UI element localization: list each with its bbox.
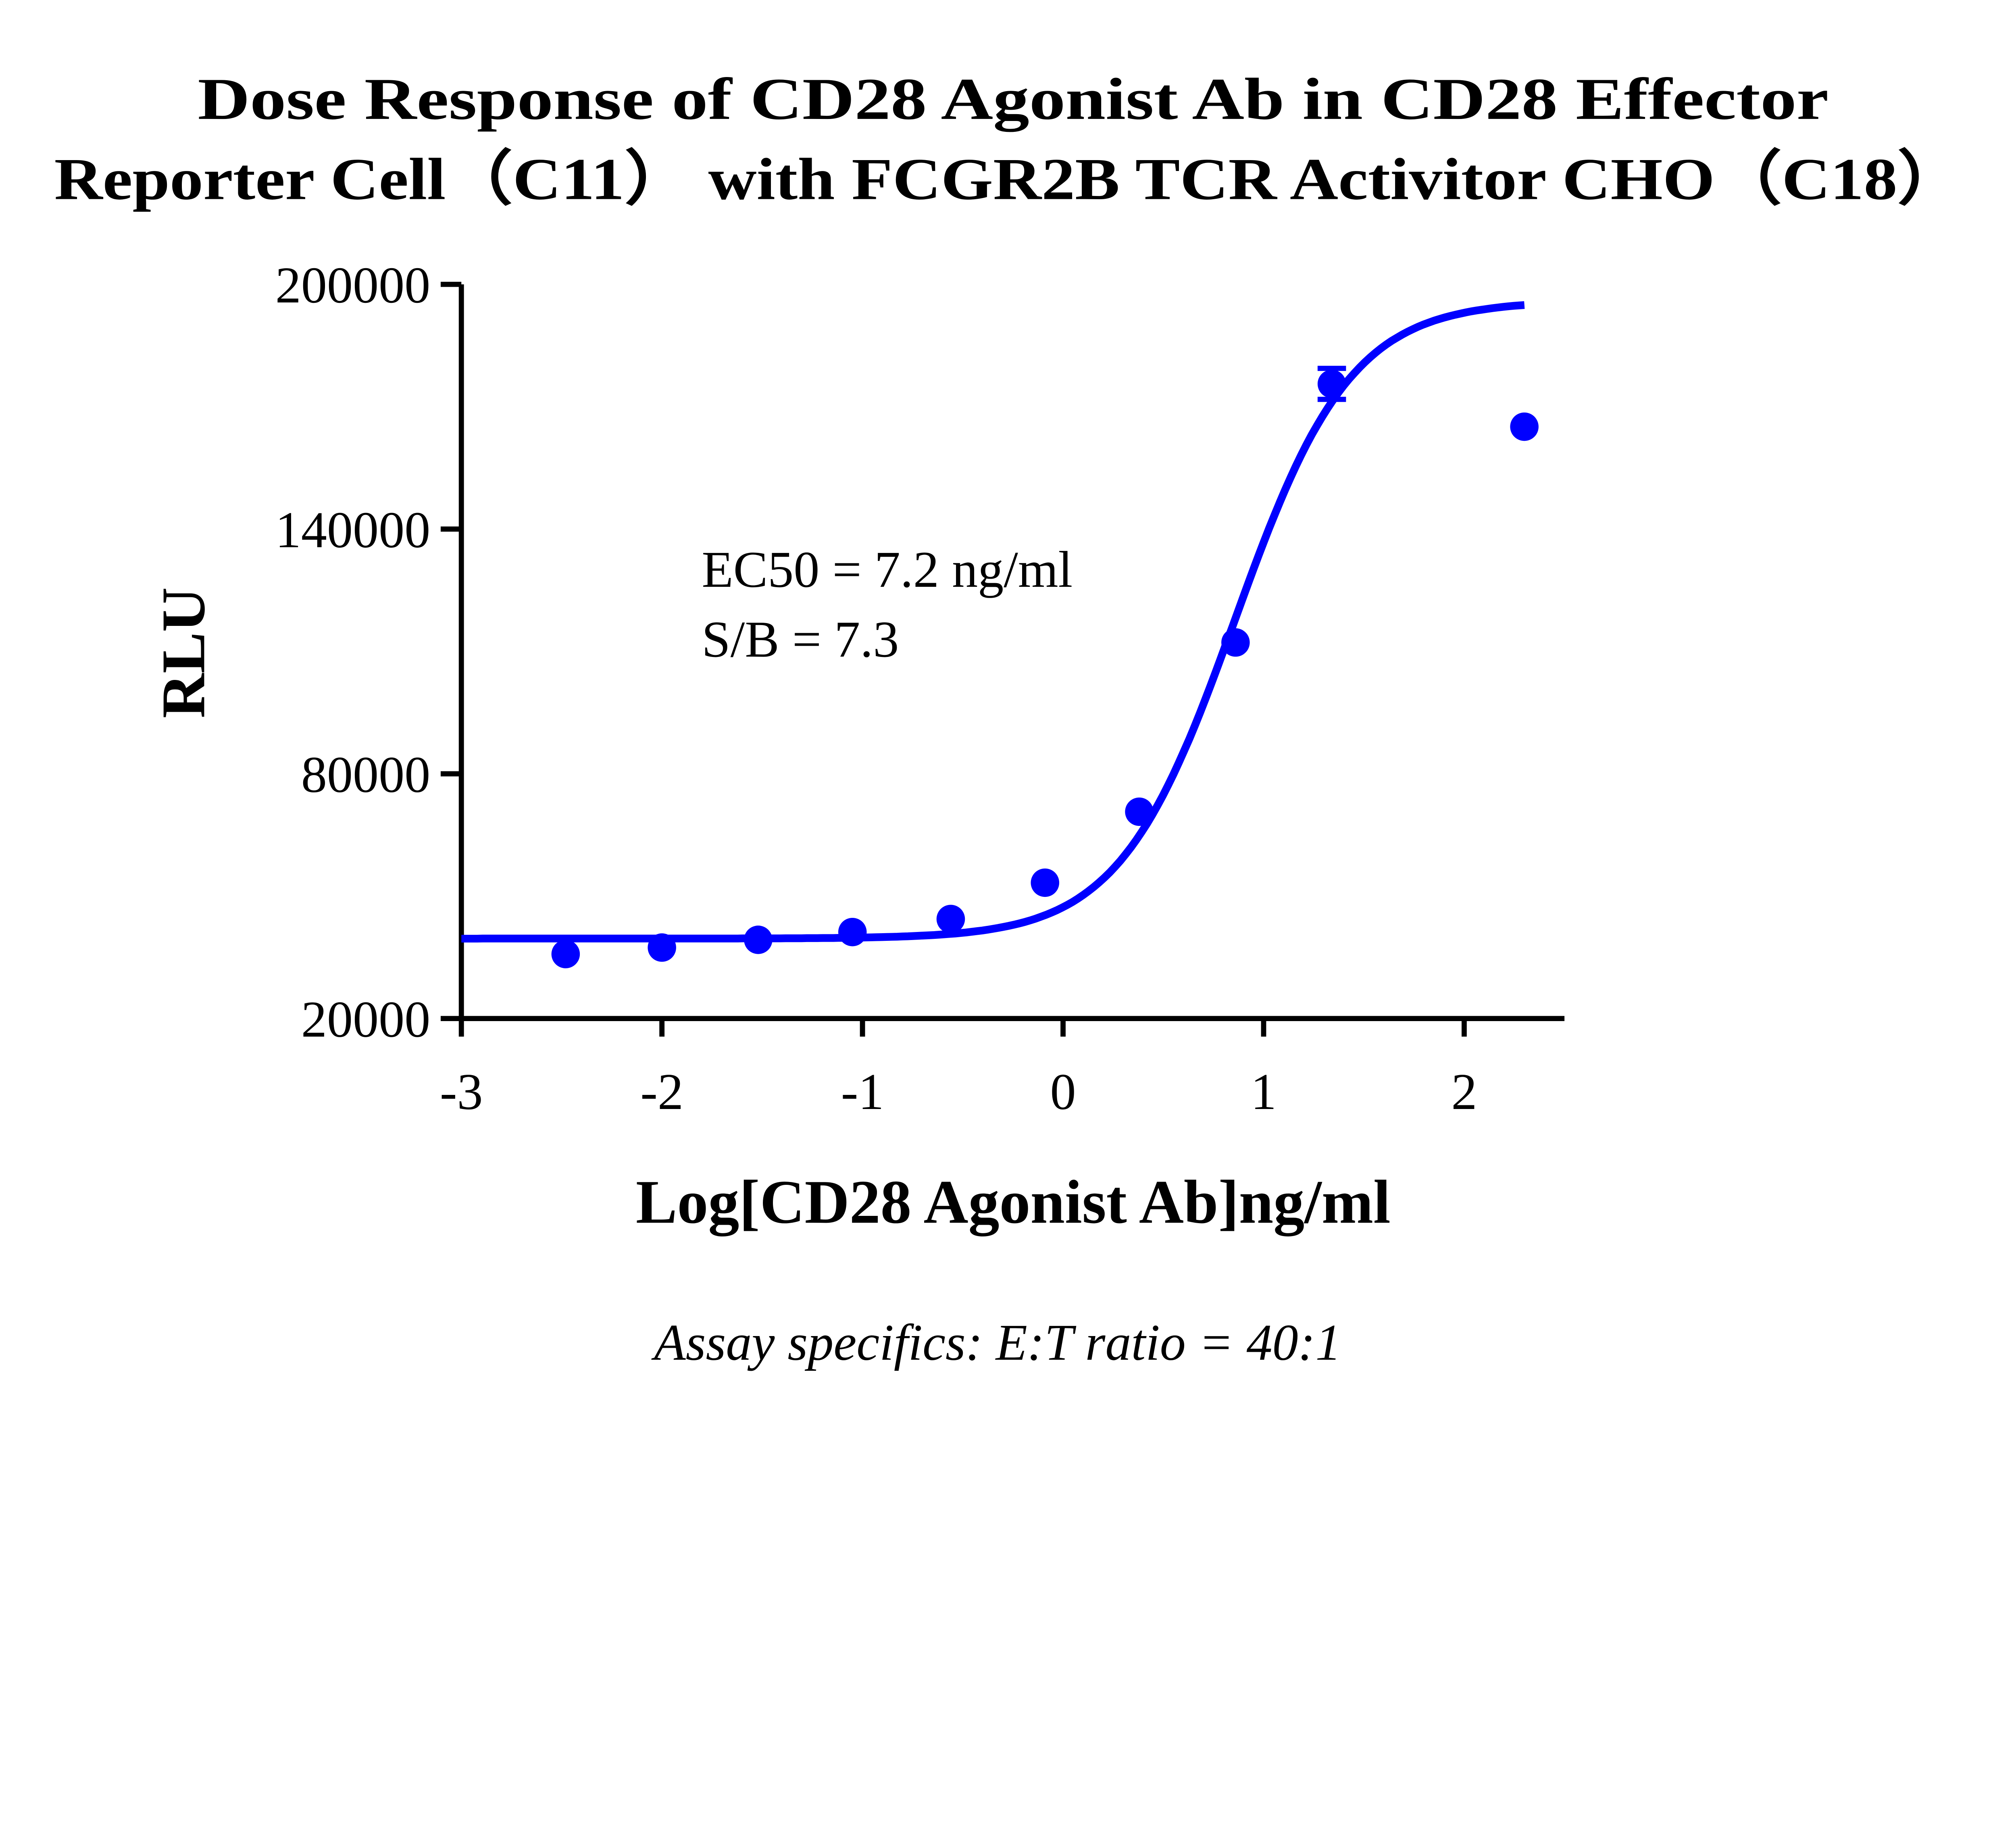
data-point: [838, 917, 867, 946]
x-tick-label: 0: [1050, 1063, 1076, 1120]
x-tick-label: 1: [1251, 1063, 1277, 1120]
y-tick-label: 80000: [301, 746, 430, 803]
data-point: [1510, 412, 1539, 441]
x-tick-label: -2: [640, 1063, 683, 1120]
fit-curve: [461, 301, 1525, 943]
annotation-sb: S/B = 7.3: [702, 611, 899, 668]
fit-curve-group: [461, 301, 1525, 943]
data-point: [1221, 628, 1250, 657]
x-tick-label: -3: [440, 1063, 483, 1120]
footnote: Assay specifics: E:T ratio = 40:1: [651, 1314, 1341, 1371]
annotation-ec50: EC50 = 7.2 ng/ml: [702, 541, 1073, 598]
y-tick-label: 140000: [275, 501, 431, 559]
dose-response-chart: Dose Response of CD28 Agonist Ab in CD28…: [54, 66, 1964, 1371]
data-point: [648, 933, 676, 962]
y-tick-label: 200000: [275, 256, 431, 314]
axes: -3 -2 -1 0 1 2 20000 80000 140000 200000: [275, 256, 1565, 1120]
data-point: [551, 940, 580, 969]
x-axis-label: Log[CD28 Agonist Ab]ng/ml: [636, 1168, 1391, 1236]
chart-title-line-2: Reporter Cell（C11） with FCGR2B TCR Activ…: [54, 146, 1964, 212]
y-axis-label: RLU: [149, 587, 218, 718]
data-point: [1031, 868, 1060, 897]
data-point: [936, 905, 965, 934]
chart-title-line-1: Dose Response of CD28 Agonist Ab in CD28…: [198, 66, 1829, 132]
data-point: [1317, 369, 1346, 398]
data-points-group: [551, 366, 1539, 969]
x-tick-label: -1: [841, 1063, 884, 1120]
y-tick-label: 20000: [301, 991, 430, 1048]
data-point: [744, 926, 773, 954]
data-point: [1125, 797, 1154, 826]
x-tick-label: 2: [1451, 1063, 1477, 1120]
